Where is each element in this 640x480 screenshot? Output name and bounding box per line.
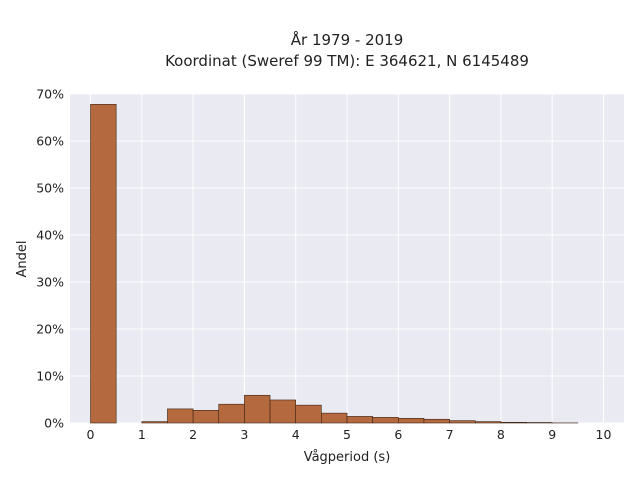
x-tick-label: 3 [240,427,248,442]
y-tick-label: 20% [36,322,64,337]
x-tick-label: 0 [87,427,95,442]
histogram-bar [90,104,117,424]
bars [90,104,579,424]
histogram-bar [449,420,476,424]
histogram-bar [269,399,297,424]
histogram-bar [295,404,322,424]
histogram-bar [397,417,425,424]
x-tick-label: 10 [596,427,612,442]
histogram-bar [423,418,450,424]
histogram-bar [218,403,245,424]
x-tick-label: 4 [292,427,300,442]
y-tick-label: 40% [36,228,64,243]
y-tick-label: 50% [36,181,64,196]
chart-title-line2: Koordinat (Sweref 99 TM): E 364621, N 61… [165,52,529,70]
y-tick-label: 60% [36,134,64,149]
x-tick-label: 5 [343,427,351,442]
histogram-bar [244,394,271,424]
y-tick-label: 30% [36,275,64,290]
x-tick-label: 9 [548,427,556,442]
x-tick-label: 1 [138,427,146,442]
histogram-bar [321,412,348,424]
y-tick-label: 70% [36,87,64,102]
y-tick-label: 10% [36,369,64,384]
histogram-bar [474,421,502,424]
x-tick-label: 2 [189,427,197,442]
x-tick-labels: 0 1 2 3 4 5 6 7 8 9 10 [87,427,612,442]
histogram-bar [192,410,220,424]
histogram-bar [346,416,373,424]
x-tick-label: 7 [446,427,454,442]
x-tick-label: 6 [394,427,402,442]
y-tick-labels: 0% 10% 20% 30% 40% 50% 60% 70% [36,87,64,431]
histogram-bar [500,421,527,424]
y-axis-label: Andel [15,241,30,278]
y-tick-label: 0% [44,416,64,431]
histogram-bar [141,421,168,424]
histogram-bar [167,408,194,424]
x-tick-label: 8 [497,427,505,442]
histogram-bar [372,417,399,424]
x-axis-label: Vågperiod (s) [304,450,391,465]
chart-title-line1: År 1979 - 2019 [291,30,404,49]
grid-lines [70,93,624,424]
